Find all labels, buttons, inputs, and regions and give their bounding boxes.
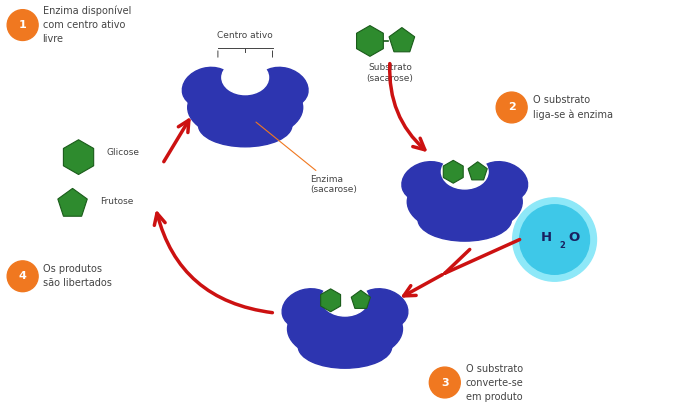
Ellipse shape <box>257 67 308 108</box>
Ellipse shape <box>188 75 303 140</box>
Circle shape <box>7 261 38 292</box>
Circle shape <box>7 10 38 40</box>
Circle shape <box>429 367 460 398</box>
Text: Substrato
(sacarose): Substrato (sacarose) <box>366 63 413 83</box>
Text: Os produtos
são libertados: Os produtos são libertados <box>42 264 112 288</box>
Text: Frutose: Frutose <box>101 197 134 206</box>
Text: 2: 2 <box>508 102 516 113</box>
Ellipse shape <box>418 198 512 241</box>
Ellipse shape <box>227 55 263 81</box>
Polygon shape <box>64 140 94 175</box>
Text: 3: 3 <box>441 378 449 388</box>
Text: O substrato
converte-se
em produto: O substrato converte-se em produto <box>466 363 523 402</box>
Ellipse shape <box>477 162 527 202</box>
Polygon shape <box>351 290 371 308</box>
Ellipse shape <box>288 297 403 361</box>
Text: 1: 1 <box>18 20 27 30</box>
Ellipse shape <box>182 67 234 108</box>
Text: Centro ativo: Centro ativo <box>217 31 273 40</box>
Text: 4: 4 <box>18 271 27 281</box>
Ellipse shape <box>322 282 369 316</box>
Polygon shape <box>468 162 487 180</box>
Polygon shape <box>389 28 414 52</box>
Text: O substrato
liga-se à enzima: O substrato liga-se à enzima <box>533 95 612 120</box>
Ellipse shape <box>441 155 488 189</box>
Circle shape <box>520 205 590 274</box>
Text: 2: 2 <box>559 241 565 250</box>
Polygon shape <box>321 289 340 312</box>
Text: H: H <box>541 231 552 244</box>
Ellipse shape <box>357 289 408 329</box>
Polygon shape <box>58 188 87 216</box>
Ellipse shape <box>222 60 269 95</box>
Ellipse shape <box>199 104 292 147</box>
Text: Glicose: Glicose <box>106 148 140 157</box>
Text: Enzima disponível
com centro ativo
livre: Enzima disponível com centro ativo livre <box>42 6 131 44</box>
Polygon shape <box>357 25 384 56</box>
Circle shape <box>512 198 597 281</box>
Ellipse shape <box>408 170 522 234</box>
Ellipse shape <box>402 162 453 202</box>
Text: Enzima
(sacarose): Enzima (sacarose) <box>256 122 357 194</box>
Ellipse shape <box>298 326 392 368</box>
Polygon shape <box>443 160 463 183</box>
Circle shape <box>496 92 527 123</box>
Text: O: O <box>568 231 579 244</box>
Ellipse shape <box>282 289 333 329</box>
